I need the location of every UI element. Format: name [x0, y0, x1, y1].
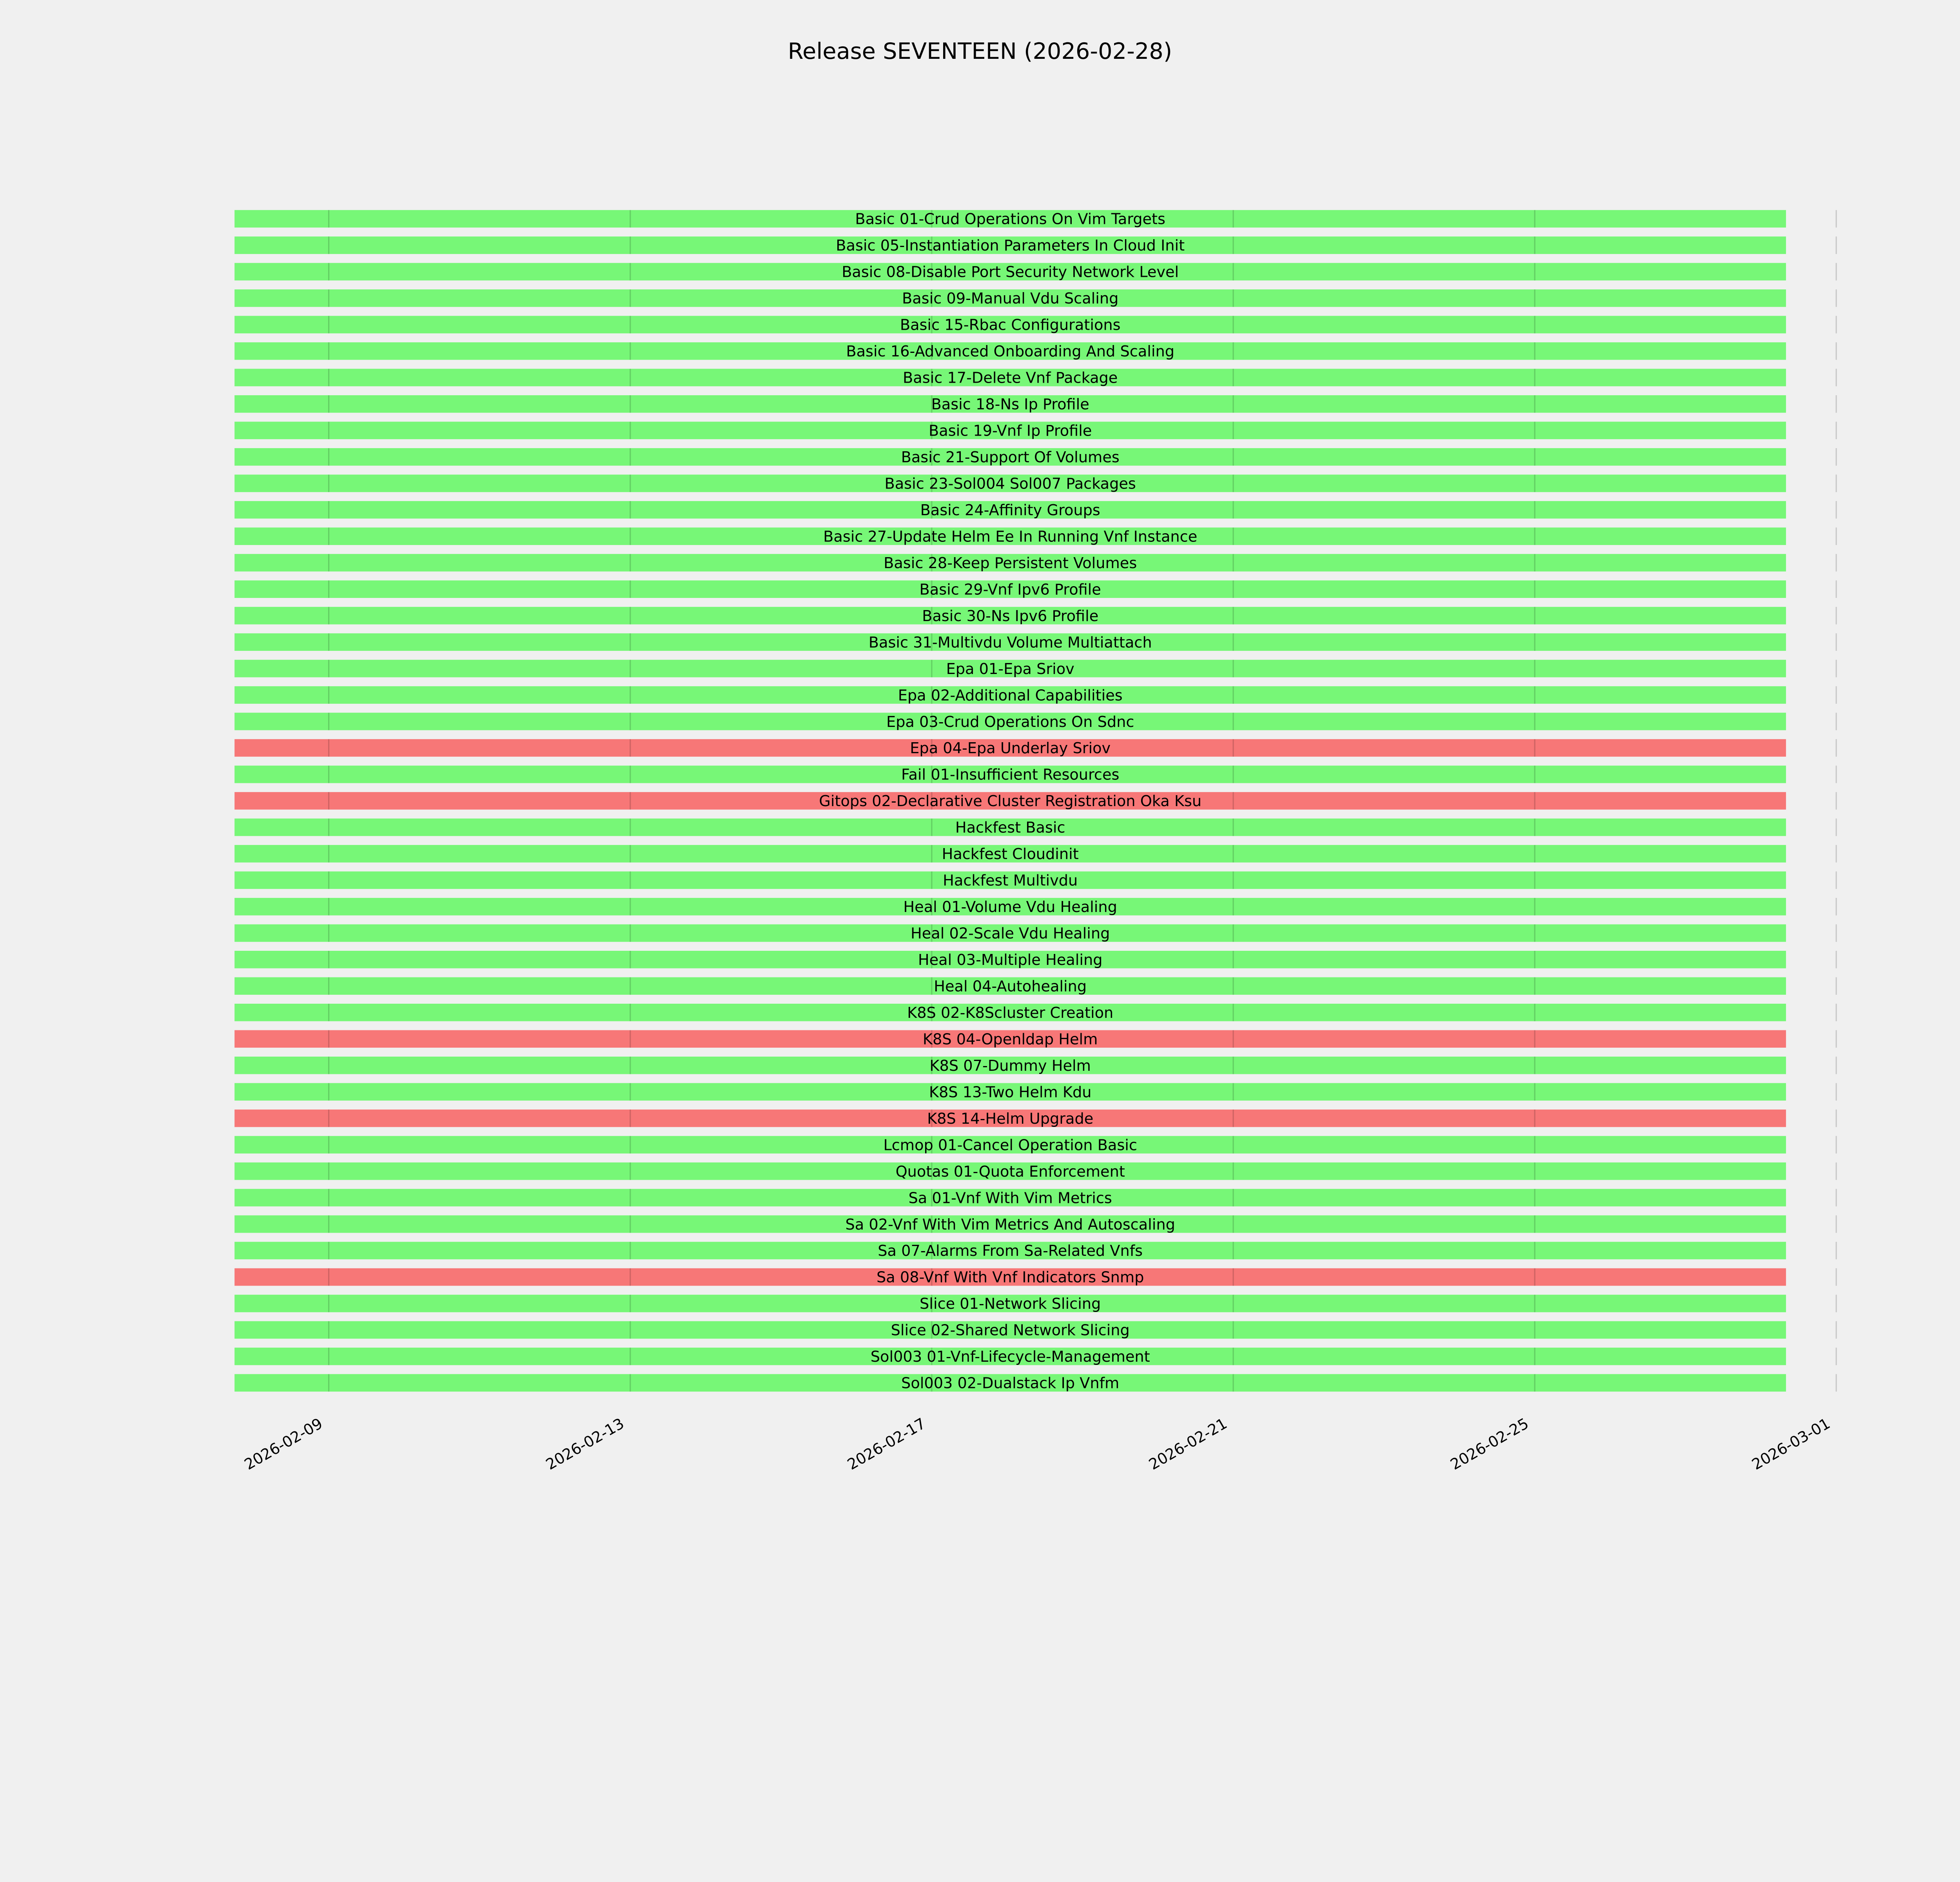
bar-pass [234, 474, 1786, 492]
bar-pass [234, 1162, 1786, 1180]
bar-pass [234, 712, 1786, 730]
bar-pass [234, 686, 1786, 704]
bar-labels-layer: Basic 01-Crud Operations On Vim Targets B… [819, 211, 1201, 1392]
bar-label: Hackfest Basic [955, 819, 1065, 837]
bar-label: Sa 01-Vnf With Vim Metrics [909, 1189, 1112, 1207]
bar-label: Hackfest Cloudinit [942, 845, 1079, 863]
bar-fail [234, 739, 1786, 757]
bar-pass [234, 977, 1786, 995]
bar-pass [234, 818, 1786, 836]
bar-fail [234, 1030, 1786, 1048]
bar-pass [234, 1242, 1786, 1259]
figure-background [0, 0, 1960, 1743]
bar-label: K8S 04-Openldap Helm [923, 1030, 1098, 1048]
bar-label: Basic 05-Instantiation Parameters In Clo… [836, 237, 1185, 254]
bars-layer [234, 210, 1786, 1392]
bar-label: Fail 01-Insufficient Resources [901, 766, 1119, 784]
bar-label: Basic 15-Rbac Configurations [900, 316, 1121, 334]
bar-label: Slice 01-Network Slicing [920, 1295, 1101, 1313]
bar-label: Heal 02-Scale Vdu Healing [911, 925, 1110, 943]
bar-label: K8S 13-Two Helm Kdu [929, 1083, 1092, 1101]
bar-pass [234, 607, 1786, 625]
bar-label: Lcmop 01-Cancel Operation Basic [883, 1136, 1137, 1154]
bar-label: Hackfest Multivdu [943, 872, 1078, 890]
bar-label: Gitops 02-Declarative Cluster Registrati… [819, 792, 1201, 810]
bar-label: Basic 17-Delete Vnf Package [903, 369, 1118, 387]
bar-label: Heal 03-Multiple Healing [918, 951, 1103, 969]
bar-pass [234, 421, 1786, 440]
bar-pass [234, 898, 1786, 916]
bar-fail [234, 1109, 1786, 1127]
bar-pass [234, 1083, 1786, 1101]
bar-pass [234, 395, 1786, 413]
bar-fail [234, 1268, 1786, 1286]
bar-label: Sa 02-Vnf With Vim Metrics And Autoscali… [846, 1216, 1175, 1233]
bar-pass [234, 580, 1786, 598]
bar-label: Heal 04-Autohealing [934, 977, 1087, 995]
bar-pass [234, 1215, 1786, 1233]
bar-label: Epa 02-Additional Capabilities [898, 687, 1123, 704]
release-gantt-chart: Release SEVENTEEN (2026-02-28) Basic 01-… [0, 0, 1960, 1743]
bar-label: Basic 23-Sol004 Sol007 Packages [885, 475, 1136, 492]
bar-label: Sa 07-Alarms From Sa-Related Vnfs [878, 1242, 1143, 1260]
bar-label: K8S 02-K8Scluster Creation [907, 1004, 1113, 1022]
bar-pass [234, 1295, 1786, 1312]
bar-label: Sol003 02-Dualstack Ip Vnfm [901, 1375, 1119, 1392]
bar-label: Heal 01-Volume Vdu Healing [903, 898, 1117, 916]
bar-label: K8S 14-Helm Upgrade [927, 1110, 1093, 1128]
bar-pass [234, 765, 1786, 783]
bar-label: Basic 01-Crud Operations On Vim Targets [855, 211, 1165, 228]
chart-title: Release SEVENTEEN (2026-02-28) [788, 38, 1172, 64]
bar-label: Slice 02-Shared Network Slicing [891, 1322, 1130, 1339]
bar-pass [234, 1189, 1786, 1206]
gridlines-layer [328, 210, 1837, 1392]
bar-pass [234, 845, 1786, 863]
bar-label: Basic 29-Vnf Ipv6 Profile [920, 581, 1101, 598]
bar-label: Basic 18-Ns Ip Profile [931, 396, 1089, 413]
bar-pass [234, 1374, 1786, 1392]
bar-label: Basic 31-Multivdu Volume Multiattach [869, 634, 1152, 651]
bar-pass [234, 871, 1786, 889]
bar-pass [234, 924, 1786, 942]
bar-pass [234, 289, 1786, 307]
bar-pass [234, 659, 1786, 678]
bar-label: Basic 16-Advanced Onboarding And Scaling [846, 343, 1174, 360]
bar-label: Basic 28-Keep Persistent Volumes [884, 554, 1137, 572]
bar-label: Basic 19-Vnf Ip Profile [929, 422, 1092, 440]
bar-pass [234, 236, 1786, 254]
bar-pass [234, 263, 1786, 281]
bar-label: Sol003 01-Vnf-Lifecycle-Management [871, 1348, 1150, 1366]
bar-label: Basic 27-Update Helm Ee In Running Vnf I… [823, 528, 1197, 545]
bar-pass [234, 369, 1786, 387]
bar-pass [234, 950, 1786, 968]
bar-pass [234, 342, 1786, 360]
bar-label: K8S 07-Dummy Helm [929, 1057, 1091, 1075]
bar-pass [234, 448, 1786, 466]
bar-label: Basic 08-Disable Port Security Network L… [842, 263, 1179, 281]
bar-label: Basic 24-Affinity Groups [920, 501, 1100, 519]
bar-pass [234, 1348, 1786, 1365]
bar-label: Sa 08-Vnf With Vnf Indicators Snmp [877, 1269, 1144, 1286]
bar-pass [234, 1321, 1786, 1339]
bar-pass [234, 501, 1786, 519]
bar-pass [234, 1136, 1786, 1154]
bar-label: Epa 04-Epa Underlay Sriov [910, 739, 1111, 757]
bar-label: Basic 30-Ns Ipv6 Profile [922, 607, 1098, 625]
bar-fail [234, 792, 1786, 810]
bar-label: Quotas 01-Quota Enforcement [896, 1163, 1125, 1181]
bar-pass [234, 633, 1786, 651]
bar-label: Basic 21-Support Of Volumes [901, 449, 1120, 466]
bar-pass [234, 554, 1786, 572]
bar-label: Basic 09-Manual Vdu Scaling [902, 290, 1118, 307]
bar-pass [234, 1003, 1786, 1021]
bar-label: Epa 01-Epa Sriov [946, 660, 1074, 678]
bar-pass [234, 527, 1786, 545]
bar-pass [234, 1056, 1786, 1074]
bar-label: Epa 03-Crud Operations On Sdnc [886, 713, 1134, 731]
bar-pass [234, 210, 1786, 228]
bar-pass [234, 316, 1786, 334]
